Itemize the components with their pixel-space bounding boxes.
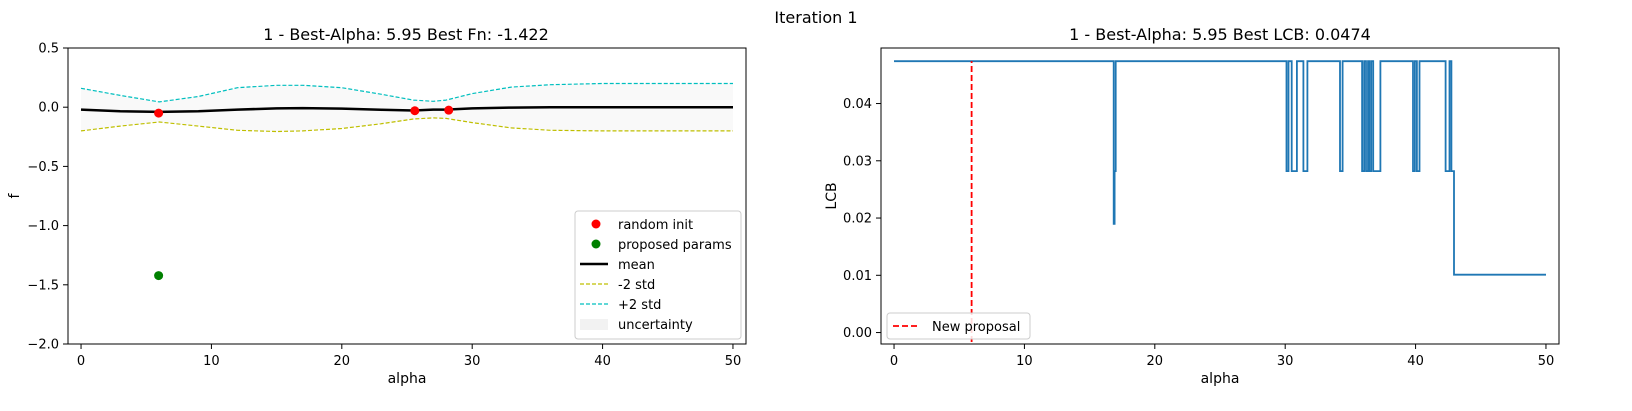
right-x-tick-label: 50 bbox=[1538, 354, 1555, 369]
random-init-point bbox=[410, 106, 420, 116]
random-init-point bbox=[444, 105, 454, 115]
left-x-tick-label: 40 bbox=[594, 354, 611, 369]
left-y-tick-label: 0.0 bbox=[38, 101, 59, 116]
legend-label-random-init: random init bbox=[618, 218, 693, 233]
left-panel: 1 - Best-Alpha: 5.95 Best Fn: -1.422 0 10… bbox=[7, 25, 747, 387]
series-line-2-std bbox=[80, 82, 733, 103]
left-y-tick-label: −1.5 bbox=[27, 278, 59, 293]
legend-marker-proposed-params bbox=[591, 239, 601, 249]
legend-label-mean: mean bbox=[618, 258, 655, 273]
left-y-tick-label: −0.5 bbox=[27, 160, 59, 175]
legend-marker-random-init bbox=[591, 219, 601, 229]
left-ylabel: f bbox=[7, 192, 23, 198]
right-panel: 1 - Best-Alpha: 5.95 Best LCB: 0.0474 0 1… bbox=[824, 25, 1560, 387]
right-title: 1 - Best-Alpha: 5.95 Best LCB: 0.0474 bbox=[1069, 25, 1371, 44]
right-y-tick-label: 0.00 bbox=[843, 326, 872, 341]
legend-frame bbox=[574, 210, 742, 340]
legend-label-uncertainty: uncertainty bbox=[618, 318, 693, 333]
proposed-params-point bbox=[154, 271, 164, 281]
left-x-tick-label: 0 bbox=[77, 354, 85, 369]
uncertainty-band bbox=[81, 83, 733, 132]
left-xlabel: alpha bbox=[388, 371, 427, 387]
legend-patch-uncertainty bbox=[580, 319, 608, 330]
right-y-tick-label: 0.04 bbox=[843, 97, 872, 112]
right-xlabel: alpha bbox=[1201, 371, 1240, 387]
random-init-point bbox=[154, 108, 164, 118]
left-legend: random init proposed params mean -2 std … bbox=[574, 210, 742, 340]
left-x-ticks: 0 10 20 30 40 50 bbox=[77, 344, 741, 369]
right-x-tick-label: 40 bbox=[1407, 354, 1424, 369]
left-y-tick-label: −1.0 bbox=[27, 219, 59, 234]
legend-label-minus-2std: -2 std bbox=[618, 278, 655, 293]
right-y-tick-label: 0.01 bbox=[843, 269, 872, 284]
right-series bbox=[894, 60, 1546, 342]
legend-frame bbox=[886, 312, 1031, 340]
lcb-line bbox=[894, 60, 1546, 276]
left-y-tick-label: 0.5 bbox=[38, 42, 59, 57]
uncertainty-area bbox=[81, 83, 733, 132]
left-title: 1 - Best-Alpha: 5.95 Best Fn: -1.422 bbox=[263, 25, 549, 44]
left-x-tick-label: 50 bbox=[725, 354, 742, 369]
legend-label-new-proposal: New proposal bbox=[932, 320, 1020, 335]
right-ylabel: LCB bbox=[824, 182, 840, 209]
figure-suptitle: Iteration 1 bbox=[774, 8, 857, 27]
left-series bbox=[80, 82, 733, 133]
right-x-tick-label: 10 bbox=[1016, 354, 1033, 369]
right-y-tick-label: 0.03 bbox=[843, 154, 872, 169]
right-x-tick-label: 0 bbox=[890, 354, 898, 369]
left-y-tick-label: −2.0 bbox=[27, 338, 59, 353]
right-axes-frame bbox=[880, 47, 1560, 345]
right-y-ticks: 0.00 0.01 0.02 0.03 0.04 bbox=[843, 97, 881, 341]
right-x-ticks: 0 10 20 30 40 50 bbox=[890, 344, 1554, 369]
right-y-tick-label: 0.02 bbox=[843, 212, 872, 227]
series-line-2-std bbox=[80, 117, 733, 133]
right-legend: New proposal bbox=[886, 312, 1031, 340]
left-axes-frame bbox=[67, 47, 747, 345]
left-x-tick-label: 20 bbox=[334, 354, 351, 369]
series-line-mean bbox=[80, 105, 733, 114]
right-x-tick-label: 30 bbox=[1277, 354, 1294, 369]
legend-label-proposed-params: proposed params bbox=[618, 238, 732, 253]
left-x-tick-label: 10 bbox=[203, 354, 220, 369]
legend-label-plus-2std: +2 std bbox=[618, 298, 661, 313]
left-points bbox=[154, 105, 454, 281]
left-y-ticks: −2.0 −1.5 −1.0 −0.5 0.0 0.5 bbox=[27, 42, 68, 353]
right-x-tick-label: 20 bbox=[1147, 354, 1164, 369]
left-x-tick-label: 30 bbox=[464, 354, 481, 369]
